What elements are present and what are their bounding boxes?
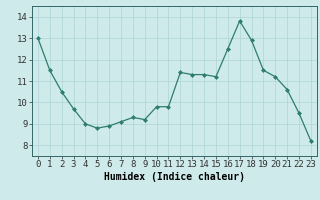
X-axis label: Humidex (Indice chaleur): Humidex (Indice chaleur) (104, 172, 245, 182)
